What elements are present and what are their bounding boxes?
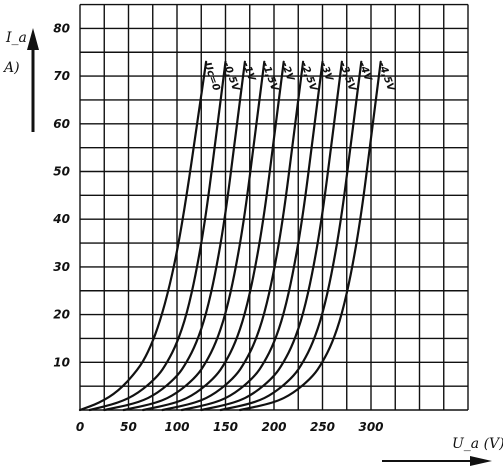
x-axis-arrow [382, 456, 492, 466]
y-tick-label: 60 [53, 117, 70, 131]
curve-line [200, 60, 343, 412]
y-tick-label: 70 [53, 69, 70, 83]
curve-line [88, 60, 227, 412]
x-tick-label: 0 [76, 420, 84, 434]
y-axis-arrow [27, 28, 39, 132]
curves [78, 60, 382, 412]
grid [79, 3, 469, 411]
curve-line [180, 60, 324, 412]
y-tick-label: 80 [53, 21, 70, 35]
y-tick-label: 50 [53, 165, 70, 179]
curve-line [238, 60, 382, 412]
tick-labels: 0 50 100 150 200 250 300 10 20 30 40 50 60 70 80 [52, 21, 383, 434]
y-tick-label: 40 [52, 212, 70, 226]
y-tick-label: 10 [53, 355, 70, 369]
x-tick-label: 150 [213, 420, 238, 434]
y-axis-label: I_a [5, 30, 27, 46]
x-tick-label: 50 [120, 420, 137, 434]
y-tick-label: 30 [53, 260, 70, 274]
y-axis-unit: A) [2, 60, 20, 76]
curve-line [161, 60, 305, 412]
curve-line [78, 60, 208, 412]
x-axis-label: U_a (V) [452, 436, 503, 452]
x-tick-label: 250 [310, 420, 335, 434]
curve-line [141, 60, 285, 412]
curve-line [122, 60, 266, 412]
x-tick-label: 300 [358, 420, 383, 434]
x-tick-label: 100 [164, 420, 189, 434]
curve-line [219, 60, 363, 412]
curve-line [103, 60, 246, 412]
x-tick-label: 200 [261, 420, 286, 434]
y-tick-label: 20 [53, 308, 70, 322]
